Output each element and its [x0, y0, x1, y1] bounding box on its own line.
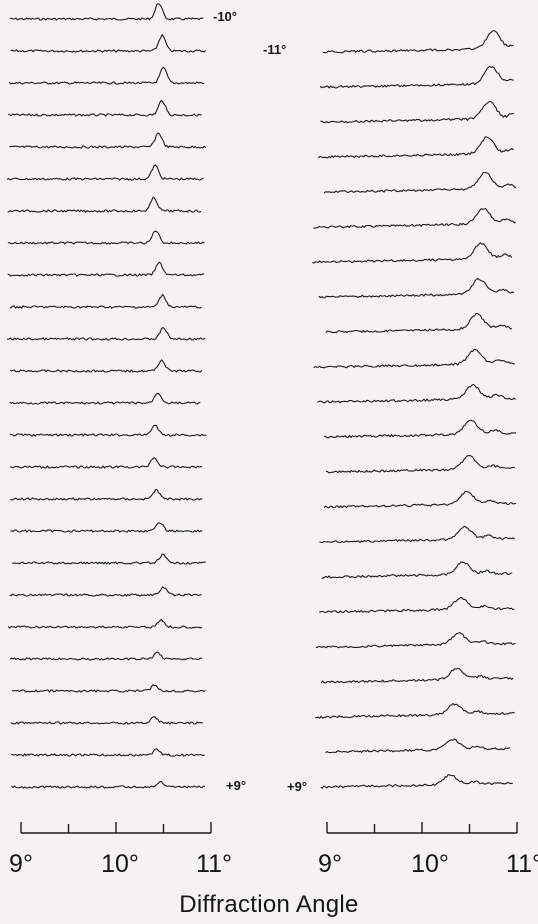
right-tick-label-9: 9°	[318, 850, 342, 878]
left-trace-2	[10, 34, 207, 53]
left-trace-18	[12, 553, 206, 565]
right-panel	[312, 29, 517, 789]
left-trace-9	[7, 261, 205, 277]
right-trace-3	[320, 100, 514, 124]
left-trace-20	[7, 618, 203, 629]
left-trace-24	[11, 748, 205, 757]
left-trace-19	[9, 586, 202, 597]
left-trace-15	[9, 457, 203, 469]
right-trace-18	[315, 632, 516, 649]
right-trace-13	[325, 454, 516, 474]
left-trace-7	[7, 196, 202, 213]
left-tick-label-9: 9°	[9, 850, 33, 878]
right-tick-label-10: 10°	[411, 850, 449, 878]
right-trace-2	[319, 65, 514, 89]
right-trace-8	[318, 277, 515, 299]
left-trace-25	[11, 781, 206, 789]
right-trace-6	[313, 207, 516, 229]
right-trace-15	[319, 525, 515, 544]
right-trace-1	[322, 29, 514, 54]
left-x-axis: 9° 10° 11°	[9, 822, 232, 878]
right-trace-14	[323, 490, 517, 509]
right-trace-11	[317, 383, 516, 404]
left-trace-11	[7, 327, 206, 341]
right-trace-4	[318, 136, 514, 159]
right-trace-7	[312, 242, 513, 264]
right-bottom-annotation: +9°	[287, 779, 307, 794]
left-annotations: -10° +9°	[213, 9, 246, 793]
right-trace-12	[323, 419, 517, 439]
right-x-axis: 9° 10° 11°	[318, 822, 538, 878]
left-bottom-annotation: +9°	[226, 778, 246, 793]
right-trace-20	[315, 702, 515, 719]
left-trace-8	[7, 230, 205, 245]
left-panel	[6, 3, 207, 789]
left-tick-label-11: 11°	[196, 850, 232, 878]
left-trace-13	[9, 392, 201, 405]
x-axis-title: Diffraction Angle	[179, 891, 358, 918]
left-trace-21	[9, 651, 203, 661]
right-trace-16	[321, 561, 513, 579]
right-annotations: -11° +9°	[263, 42, 307, 794]
left-trace-16	[9, 488, 203, 501]
right-trace-21	[325, 738, 511, 754]
left-trace-22	[11, 684, 206, 693]
left-tick-label-10: 10°	[101, 850, 139, 878]
right-trace-19	[320, 667, 514, 684]
left-trace-3	[8, 66, 205, 85]
right-trace-9	[325, 312, 512, 334]
left-trace-14	[9, 424, 207, 437]
right-tick-label-11: 11°	[506, 850, 538, 878]
right-trace-22	[320, 774, 513, 789]
left-trace-6	[6, 164, 204, 181]
left-trace-12	[9, 359, 203, 373]
right-top-annotation: -11°	[263, 42, 286, 57]
left-trace-10	[9, 293, 202, 309]
left-top-annotation: -10°	[213, 9, 237, 24]
left-trace-1	[9, 3, 204, 21]
left-trace-17	[10, 522, 203, 533]
right-trace-10	[313, 348, 515, 369]
left-trace-23	[10, 716, 204, 725]
right-trace-17	[319, 597, 515, 614]
right-trace-5	[323, 171, 517, 194]
left-trace-5	[9, 132, 207, 149]
left-trace-4	[7, 99, 202, 117]
